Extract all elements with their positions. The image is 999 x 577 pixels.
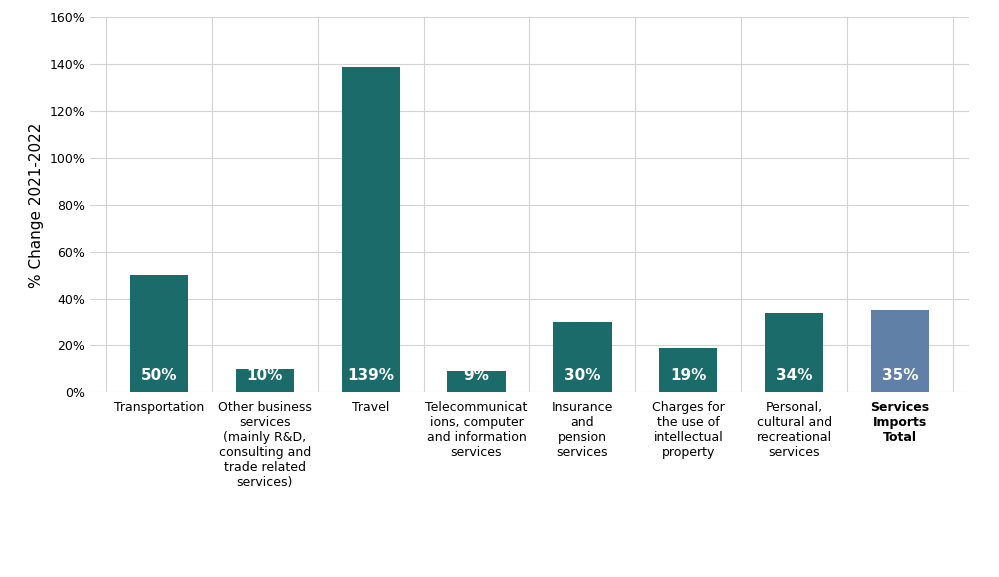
- Text: 139%: 139%: [348, 368, 395, 383]
- Bar: [553, 322, 611, 392]
- Text: 35%: 35%: [882, 368, 918, 383]
- Bar: [130, 275, 188, 392]
- Text: 34%: 34%: [776, 368, 812, 383]
- Bar: [765, 313, 823, 392]
- Y-axis label: % Change 2021-2022: % Change 2021-2022: [29, 122, 44, 287]
- Bar: [659, 348, 717, 392]
- Text: 50%: 50%: [141, 368, 177, 383]
- Text: 30%: 30%: [564, 368, 600, 383]
- Bar: [342, 66, 400, 392]
- Bar: [448, 371, 505, 392]
- Text: 10%: 10%: [247, 368, 283, 383]
- Text: 9%: 9%: [464, 368, 490, 383]
- Bar: [236, 369, 294, 392]
- Text: 19%: 19%: [670, 368, 706, 383]
- Bar: [871, 310, 929, 392]
